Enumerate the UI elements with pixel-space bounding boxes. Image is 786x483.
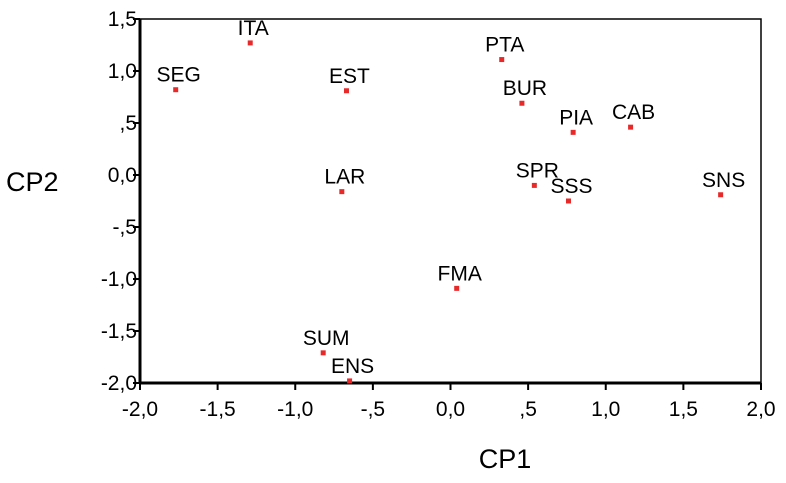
point-label: EST <box>329 65 370 88</box>
data-point <box>173 87 179 93</box>
point-label: LAR <box>324 166 365 189</box>
plot-frame <box>139 18 762 384</box>
point-label: ENS <box>331 355 374 378</box>
point-label: SEG <box>157 64 201 87</box>
y-tick-label: -1,5 <box>101 320 137 343</box>
data-point <box>454 285 460 291</box>
point-label: SPR <box>516 159 559 182</box>
y-axis-ticks: 1,5 1,0 ,5 0,0 -,5 -1,0 -1,5 -2,0 <box>101 8 140 395</box>
data-point <box>570 129 576 135</box>
point-label: SNS <box>702 169 745 192</box>
x-axis-ticks: -2,0 -1,5 -1,0 -,5 0,0 ,5 1,0 1,5 2,0 <box>122 383 776 421</box>
data-point <box>343 88 349 94</box>
point-label: ITA <box>238 17 269 40</box>
x-tick-label: -1,5 <box>200 398 236 421</box>
x-tick-label: -1,0 <box>277 398 313 421</box>
x-tick-label: 0,0 <box>436 398 465 421</box>
point-label: SUM <box>303 327 350 350</box>
point-label: CAB <box>612 101 655 124</box>
y-tick-label: 1,5 <box>108 8 137 31</box>
data-point <box>519 100 525 106</box>
data-point <box>565 198 571 204</box>
data-point <box>320 350 326 356</box>
data-point <box>347 378 353 384</box>
y-tick-label: -1,0 <box>101 268 137 291</box>
data-point <box>247 40 253 46</box>
point-label: SSS <box>550 175 592 198</box>
x-tick-label: 1,0 <box>591 398 620 421</box>
point-label: FMA <box>438 262 482 285</box>
y-tick-label: ,5 <box>119 112 137 135</box>
data-point <box>628 124 634 130</box>
x-tick-label: -,5 <box>361 398 386 421</box>
point-label: PIA <box>559 106 593 129</box>
point-label: BUR <box>503 77 547 100</box>
y-tick-label: -2,0 <box>101 372 137 395</box>
data-point <box>718 192 724 198</box>
x-axis-title: CP1 <box>479 444 532 474</box>
x-tick-label: ,5 <box>519 398 537 421</box>
x-tick-label: 1,5 <box>669 398 698 421</box>
y-tick-label: 0,0 <box>108 164 137 187</box>
data-point <box>339 189 345 195</box>
data-point <box>531 182 537 188</box>
x-tick-label: 2,0 <box>746 398 775 421</box>
x-tick-label: -2,0 <box>122 398 158 421</box>
y-tick-label: -,5 <box>112 216 137 239</box>
y-axis-title: CP2 <box>6 167 59 197</box>
data-point <box>499 57 505 63</box>
y-tick-label: 1,0 <box>108 60 137 83</box>
point-label: PTA <box>485 34 524 57</box>
